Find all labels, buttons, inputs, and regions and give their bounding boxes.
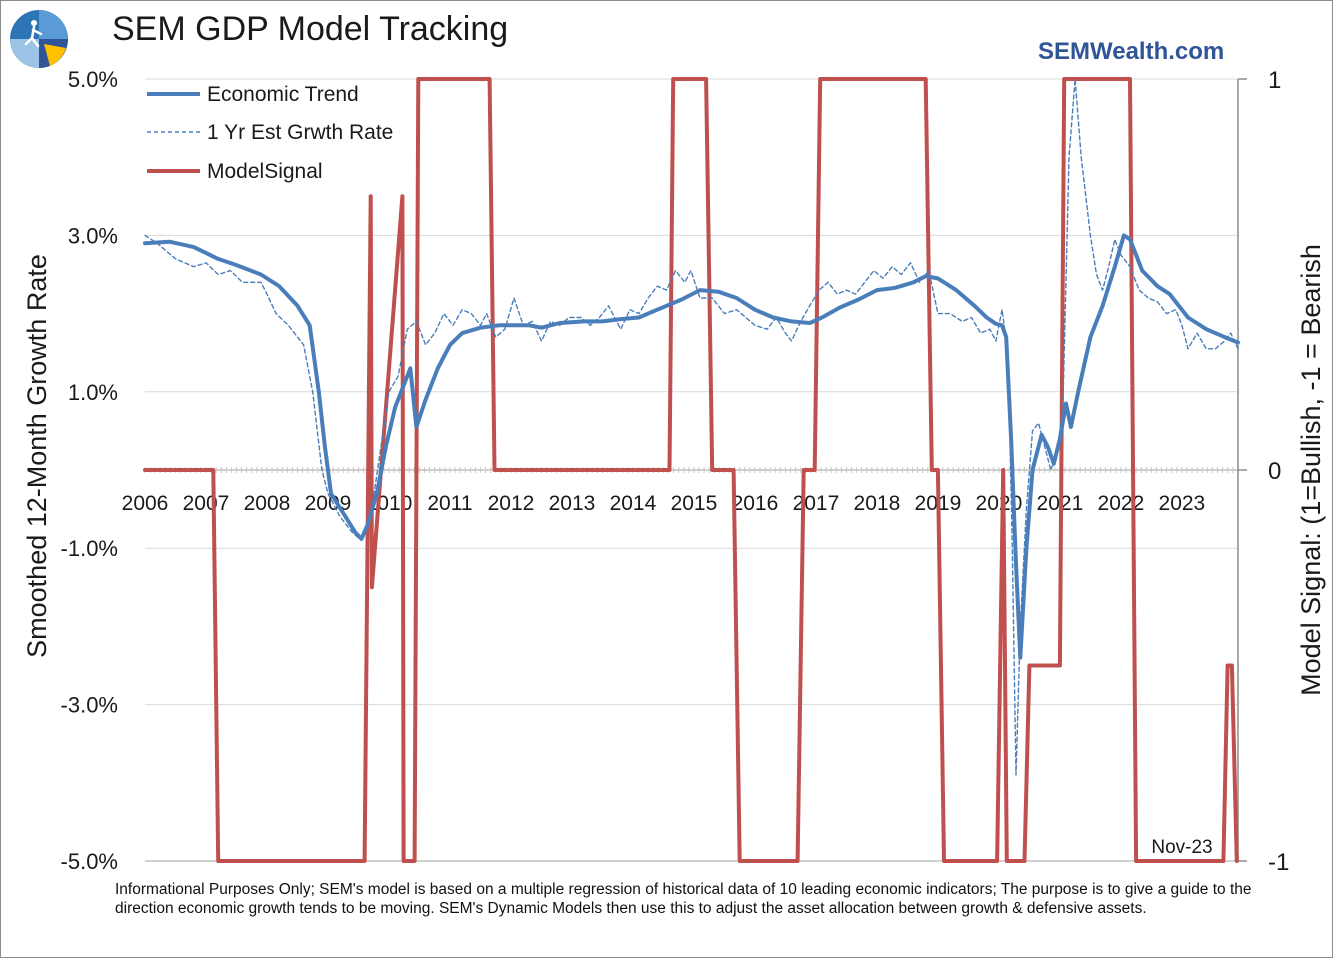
x-tick-label: 2023 (1159, 492, 1206, 515)
gridlines (145, 78, 1238, 706)
legend-label: Economic Trend (207, 83, 359, 106)
y-tick-label: 3.0% (68, 223, 118, 248)
axes: 5.0% 3.0% 1.0% -1.0% -3.0% -5.0% 1 0 -1 2006 2007 2… (61, 67, 1290, 876)
x-tick-label: 2011 (427, 492, 472, 515)
series-line-economic-trend (143, 233, 1240, 660)
legend-item: 1 Yr Est Grwth Rate (147, 121, 393, 144)
y2-tick-label: 0 (1268, 458, 1281, 485)
y2-tick-label: 1 (1268, 67, 1281, 94)
date-annotation: Nov-23 (1151, 837, 1212, 858)
x-tick-label: 2014 (610, 492, 657, 515)
y-tick-label: -3.0% (61, 693, 118, 718)
x-tick-label: 2015 (671, 492, 718, 515)
x-tick-label: 2013 (549, 492, 596, 515)
y-tick-label: -5.0% (61, 849, 118, 874)
brand-link[interactable]: SEMWealth.com (1038, 38, 1225, 65)
y2-tick-label: -1 (1268, 849, 1289, 876)
y2-axis-label: Model Signal: (1=Bullish, -1 = Bearish (1296, 244, 1326, 696)
x-tick-label: 2007 (183, 492, 230, 515)
sem-logo-icon (10, 10, 68, 68)
x-tick-label: 2006 (122, 492, 169, 515)
x-tick-label: 2016 (732, 492, 779, 515)
x-tick-label: 2017 (793, 492, 840, 515)
legend: Economic Trend 1 Yr Est Grwth Rate ModelSi… (147, 83, 393, 183)
x-tick-label: 2022 (1098, 492, 1145, 515)
x-tick-label: 2018 (854, 492, 901, 515)
y-axis-label: Smoothed 12-Month Growth Rate (22, 254, 52, 658)
series-line-modelsignal (143, 77, 1239, 863)
y-tick-label: -1.0% (61, 536, 118, 561)
legend-label: 1 Yr Est Grwth Rate (207, 121, 393, 144)
legend-item: Economic Trend (147, 83, 359, 106)
y-tick-label: 1.0% (68, 380, 118, 405)
legend-label: ModelSignal (207, 160, 323, 183)
series-lines (143, 77, 1240, 863)
y-tick-label: 5.0% (68, 67, 118, 92)
x-tick-label: 2012 (488, 492, 535, 515)
chart-title: SEM GDP Model Tracking (112, 10, 509, 48)
legend-item: ModelSignal (147, 160, 323, 183)
footnote: Informational Purposes Only; SEM's model… (115, 881, 1252, 917)
chart-svg: 5.0% 3.0% 1.0% -1.0% -3.0% -5.0% 1 0 -1 2006 2007 2… (22, 67, 1326, 876)
series-line-1-yr-est-grwth-rate (144, 78, 1239, 776)
x-tick-label: 2008 (244, 492, 291, 515)
